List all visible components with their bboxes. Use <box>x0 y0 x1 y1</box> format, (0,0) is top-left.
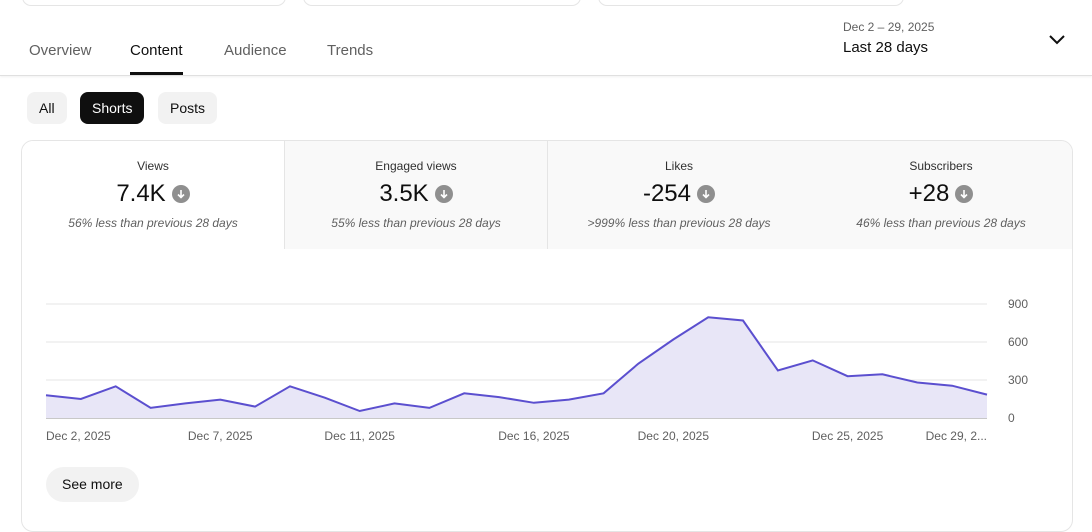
y-tick-label: 0 <box>1008 411 1015 425</box>
chip-posts[interactable]: Posts <box>158 92 218 124</box>
y-tick-label: 300 <box>1008 373 1028 387</box>
tab-audience[interactable]: Audience <box>224 42 287 59</box>
y-axis-ticks: 0 300 600 900 <box>1008 297 1028 425</box>
tab-content[interactable]: Content <box>130 42 183 59</box>
metric-value: 3.5K <box>379 180 429 207</box>
metric-value: +28 <box>908 180 950 207</box>
metric-likes[interactable]: Likes -254 >999% less than previous 28 d… <box>548 141 811 249</box>
metric-comparison: 55% less than previous 28 days <box>331 216 501 230</box>
see-more-button[interactable]: See more <box>46 467 139 502</box>
metric-engaged-views[interactable]: Engaged views 3.5K 55% less than previou… <box>285 141 548 249</box>
x-tick-label: Dec 7, 2025 <box>188 429 253 443</box>
metric-title: Views <box>137 159 169 173</box>
x-tick-label: Dec 29, 2... <box>926 429 987 443</box>
metric-title: Subscribers <box>909 159 973 173</box>
x-tick-label: Dec 11, 2025 <box>324 429 395 443</box>
metric-value: -254 <box>642 180 692 207</box>
arrow-down-icon <box>434 185 453 203</box>
arrow-down-icon <box>955 185 974 203</box>
date-range-text: Dec 2 – 29, 2025 <box>843 20 935 34</box>
y-tick-label: 600 <box>1008 335 1028 349</box>
chevron-down-icon[interactable] <box>1046 32 1068 48</box>
x-tick-label: Dec 2, 2025 <box>46 429 111 443</box>
x-axis-ticks: Dec 2, 2025 Dec 7, 2025 Dec 11, 2025 Dec 16… <box>46 429 987 443</box>
chip-shorts[interactable]: Shorts <box>80 92 145 124</box>
metric-title: Engaged views <box>375 159 457 173</box>
tab-trends[interactable]: Trends <box>327 42 374 59</box>
metric-comparison: 46% less than previous 28 days <box>856 216 1026 230</box>
views-area-chart: 0 300 600 900 Dec 2, 2025 Dec 7, 2025 Dec 11,… <box>45 297 1028 443</box>
x-tick-label: Dec 20, 2025 <box>638 429 710 443</box>
metric-value: 7.4K <box>116 180 166 207</box>
arrow-down-icon <box>697 185 716 203</box>
metric-comparison: 56% less than previous 28 days <box>68 216 238 230</box>
top-controls-partial <box>0 0 1092 6</box>
active-tab-indicator <box>130 72 183 75</box>
analytics-header: Overview Content Audience Trends Dec 2 –… <box>0 0 1092 76</box>
metrics-card: Views 7.4K 56% less than previous 28 day… <box>21 140 1073 532</box>
chart-area-fill <box>46 317 987 418</box>
x-tick-label: Dec 25, 2025 <box>812 429 884 443</box>
metric-comparison: >999% less than previous 28 days <box>587 216 771 230</box>
chip-all[interactable]: All <box>27 92 67 124</box>
date-period-label[interactable]: Last 28 days <box>843 39 929 56</box>
y-tick-label: 900 <box>1008 297 1028 311</box>
metric-views[interactable]: Views 7.4K 56% less than previous 28 day… <box>22 141 285 249</box>
metric-subscribers[interactable]: Subscribers +28 46% less than previous 2… <box>810 141 1072 249</box>
metric-title: Likes <box>664 159 693 173</box>
x-tick-label: Dec 16, 2025 <box>498 429 570 443</box>
arrow-down-icon <box>171 185 190 203</box>
tab-overview[interactable]: Overview <box>29 42 92 59</box>
chart-series-line <box>45 316 988 413</box>
